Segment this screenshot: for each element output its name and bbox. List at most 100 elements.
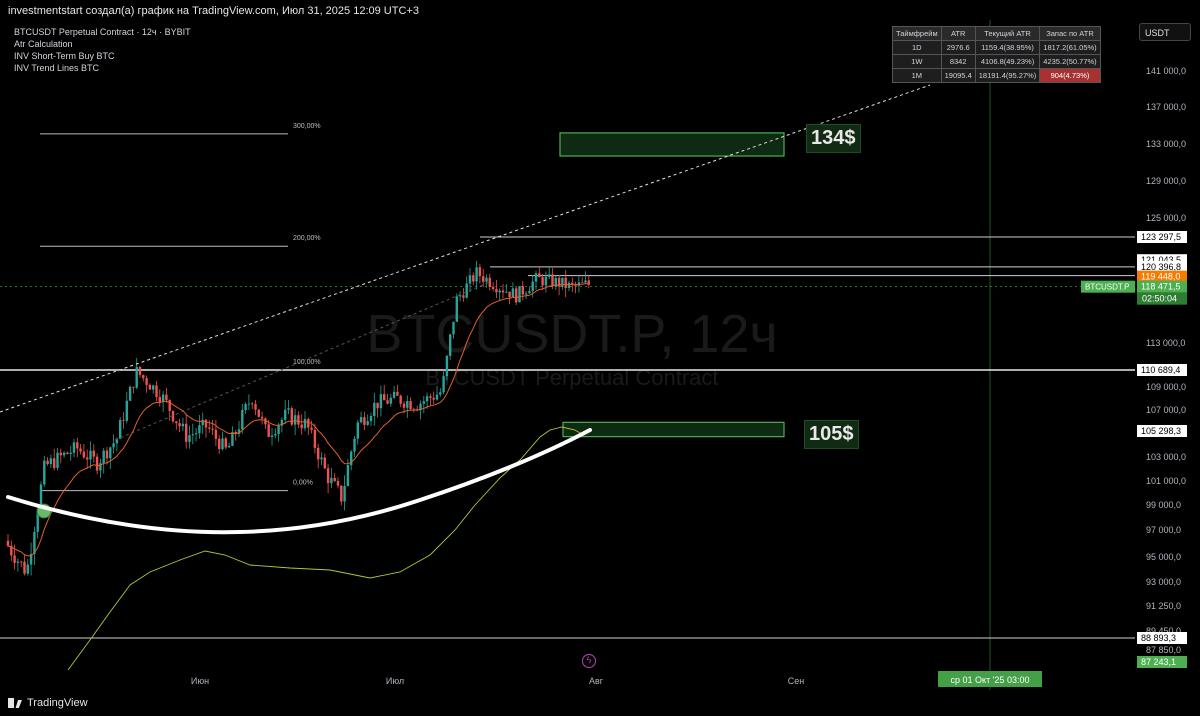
candle-body <box>373 402 376 417</box>
watermark-name: BTCUSDT Perpetual Contract <box>425 365 718 390</box>
atr-cell-warning: 904(4.73%) <box>1039 68 1101 83</box>
legend-symbol[interactable]: BTCUSDT Perpetual Contract · 12ч · BYBIT <box>14 27 191 37</box>
time-axis[interactable]: Июн Июл Авг Сен ср 01 Окт '25 03:00 <box>191 671 1042 687</box>
candle-body <box>135 366 138 388</box>
candle-body <box>548 274 551 277</box>
price-label: 118 471,5 <box>1141 282 1180 292</box>
price-label-box <box>1137 656 1187 668</box>
candle-body <box>284 409 287 420</box>
atr-band-line <box>67 426 583 671</box>
candle-body <box>211 428 214 430</box>
price-label: 123 297,5 <box>1141 232 1181 242</box>
date-tag: ср 01 Окт '25 03:00 <box>951 675 1030 685</box>
legend-indicator-trend-lines[interactable]: INV Trend Lines BTC <box>14 63 100 73</box>
candle-body <box>386 400 389 404</box>
candle-body <box>201 419 204 426</box>
candle-body <box>561 277 564 287</box>
time-tick-label: Июн <box>191 676 209 686</box>
price-label: 121 043,5 <box>1141 255 1181 265</box>
atr-header-current: Текущий ATR <box>974 26 1041 41</box>
candle-body <box>508 291 511 298</box>
candle-body <box>36 511 39 532</box>
price-tick-label: 93 000,0 <box>1146 577 1181 587</box>
candle-body <box>310 427 313 430</box>
candle-body <box>277 425 280 435</box>
date-tag-box <box>938 671 1042 687</box>
chart-header-title: investmentstart создал(а) график на Trad… <box>8 5 419 17</box>
price-label-box <box>1137 280 1187 293</box>
ema-line <box>7 283 589 557</box>
candle-body <box>224 438 227 448</box>
candle-body <box>317 447 320 460</box>
candle-body <box>475 267 478 282</box>
candle-body <box>412 409 416 410</box>
price-tick-label: 91 250,0 <box>1146 601 1181 611</box>
candle-body <box>267 424 270 437</box>
candle-body <box>359 417 363 423</box>
price-chart[interactable]: BTCUSDT.P, 12ч BTCUSDT Perpetual Contrac… <box>0 0 1200 690</box>
candle-body <box>478 267 482 277</box>
footer: TradingView <box>0 690 1200 716</box>
candle-body <box>142 375 145 379</box>
atr-header-atr: ATR <box>940 26 976 41</box>
candle-body <box>122 420 125 421</box>
candle-body <box>534 273 538 282</box>
candle-body <box>274 434 277 436</box>
candle-body <box>439 392 442 395</box>
table-row: 1M 19095.4 18191.4(95.27%) 904(4.73%) <box>892 68 1101 83</box>
flash-icon[interactable]: ϟ <box>582 654 596 668</box>
candle-body <box>307 418 310 428</box>
candle-body <box>251 403 254 405</box>
atr-cell: 4235.2(50.77%) <box>1039 54 1101 69</box>
price-label-box <box>1137 632 1187 644</box>
candle-body <box>132 386 135 388</box>
candle-body <box>244 404 247 410</box>
atr-header-reserve: Запас по ATR <box>1039 26 1101 41</box>
candle-body <box>86 457 89 460</box>
candle-body <box>198 425 201 434</box>
candle-body <box>571 282 574 285</box>
price-tick-label: 125 000,0 <box>1146 213 1186 223</box>
candle-body <box>254 404 257 410</box>
price-label-box <box>1137 425 1187 437</box>
symbol-tag-box <box>1081 280 1135 293</box>
candle-body <box>346 465 350 486</box>
candle-body <box>531 281 534 292</box>
candle-body <box>89 450 92 460</box>
legend-indicator-short-term[interactable]: INV Short-Term Buy BTC <box>14 51 115 61</box>
candle-body <box>138 366 142 376</box>
candle-body <box>383 394 386 401</box>
candle-body <box>95 456 99 471</box>
price-tick-label: 87 850,0 <box>1146 645 1181 655</box>
fib-label: 300,00% <box>293 123 321 130</box>
candle-body <box>99 463 102 471</box>
candle-body <box>488 277 491 287</box>
candle-body <box>303 418 307 429</box>
candle-body <box>343 485 346 502</box>
candle-body <box>109 447 112 459</box>
candle-body <box>168 400 171 412</box>
target-zone <box>562 421 785 438</box>
candle-body <box>429 396 432 398</box>
candle-body <box>241 409 244 430</box>
price-label-box <box>1137 364 1187 376</box>
price-tick-label: 103 000,0 <box>1146 452 1186 462</box>
candle-body <box>20 561 23 563</box>
candle-body <box>524 293 528 295</box>
price-label: 88 893,3 <box>1141 633 1176 643</box>
price-axis[interactable]: 141 000,0 137 000,0 133 000,0 129 000,0 125 … <box>1081 66 1187 668</box>
currency-button[interactable]: USDT <box>1139 23 1191 41</box>
atr-cell: 1159.4(38.95%) <box>974 40 1041 55</box>
candle-body <box>66 452 69 454</box>
candle-body <box>323 457 326 469</box>
candle-body <box>112 443 115 448</box>
candle-body <box>76 442 79 449</box>
tradingview-logo[interactable]: TradingView <box>8 697 88 709</box>
candle-body <box>350 451 353 466</box>
legend-indicator-atr[interactable]: Atr Calculation <box>14 39 73 49</box>
candle-body <box>435 394 439 400</box>
price-label: 87 243,1 <box>1141 657 1176 667</box>
candle-body <box>46 460 49 465</box>
candle-body <box>293 415 297 425</box>
candle-body <box>194 433 198 435</box>
